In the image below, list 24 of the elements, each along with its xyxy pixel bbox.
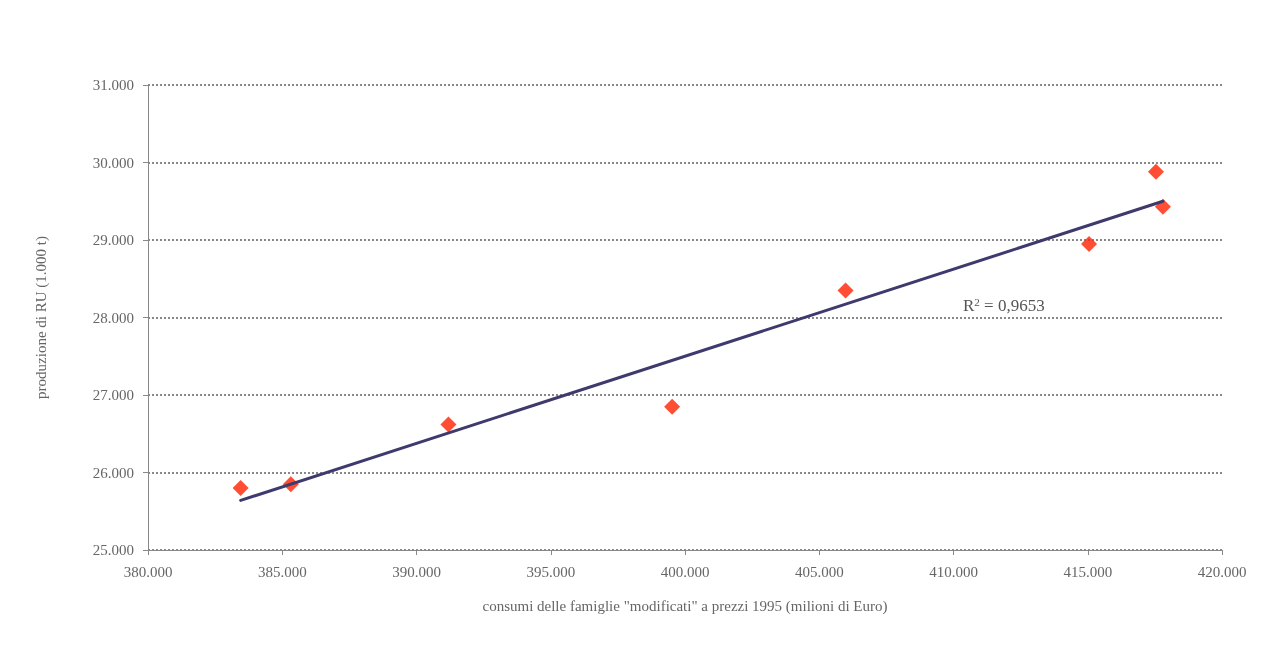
x-tick-label: 395.000 — [526, 563, 576, 580]
y-tick-label: 29.000 — [92, 232, 134, 248]
x-tick-label: 400.000 — [660, 563, 710, 580]
x-tick-label: 415.000 — [1063, 563, 1113, 580]
point — [232, 480, 249, 496]
y-axis-title: produzione di RU (1.000 t) — [32, 236, 50, 399]
point — [837, 282, 854, 299]
x-tick-label: 410.000 — [929, 563, 978, 580]
y-tick-label: 26.000 — [92, 464, 134, 481]
x-tick-label: 380.000 — [123, 563, 173, 580]
y-tick-label: 28.000 — [92, 309, 134, 326]
x-axis-title: consumi delle famiglie "modificati" a prezzi 1995 (milioni di Euro) — [482, 597, 888, 615]
x-tick-label: 405.000 — [794, 563, 844, 580]
point — [1081, 235, 1098, 252]
y-tick-label: 30.000 — [92, 154, 134, 171]
point — [664, 398, 681, 415]
y-tick-label: 25.000 — [92, 542, 134, 558]
x-tick-label: 385.000 — [257, 563, 307, 580]
point — [440, 416, 457, 433]
y-tick-label: 31.000 — [92, 77, 134, 93]
x-tick-label: 390.000 — [392, 563, 441, 580]
x-tick-label: 420.000 — [1197, 563, 1247, 580]
y-tick-label: 27.000 — [92, 387, 134, 403]
point — [1147, 163, 1164, 180]
